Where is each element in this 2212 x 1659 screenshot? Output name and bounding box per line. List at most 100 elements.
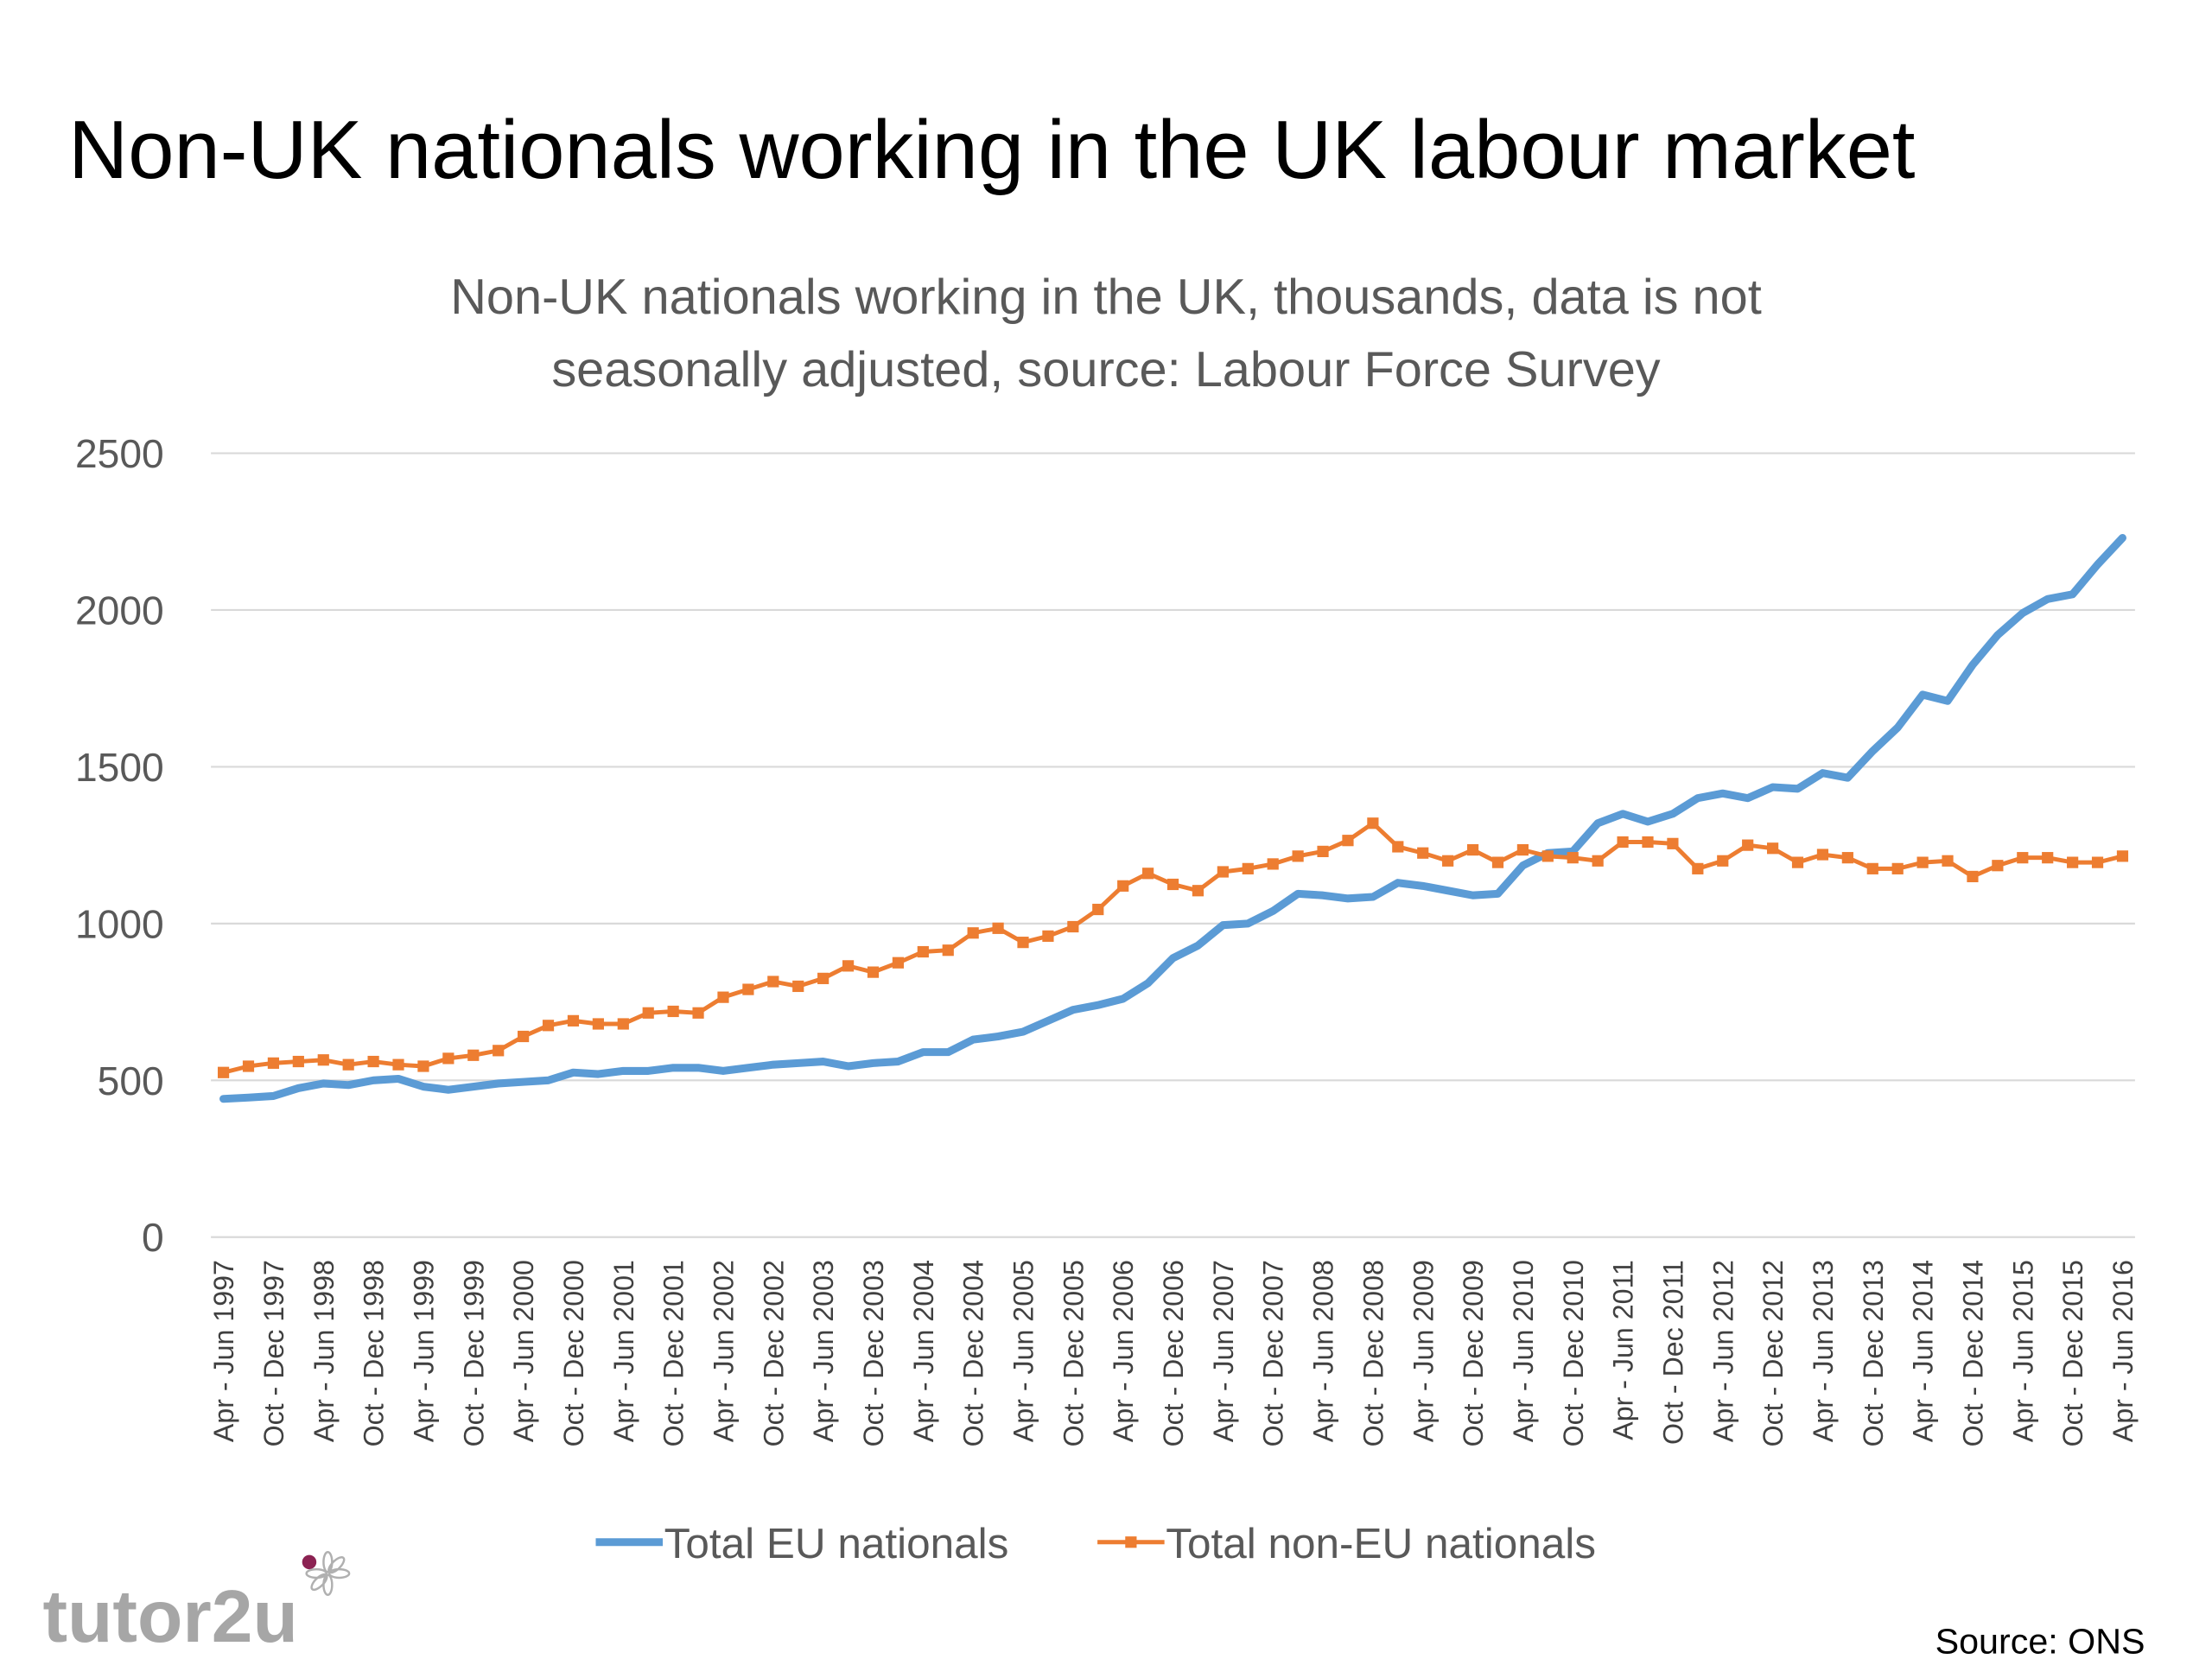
series-marker [1192, 885, 1205, 897]
series-marker [1916, 856, 1929, 868]
x-tick-label: Apr - Jun 1997 [208, 1260, 239, 1442]
series-marker [518, 1030, 530, 1043]
series-marker [1442, 855, 1454, 867]
x-tick-label: Apr - Jun 2004 [908, 1260, 939, 1442]
series-marker [1142, 868, 1154, 880]
series-marker [1217, 866, 1229, 878]
series-marker [1667, 837, 1679, 849]
series-marker [2116, 850, 2129, 862]
x-tick-label: Oct - Dec 2013 [1858, 1260, 1889, 1446]
x-tick-label: Oct - Dec 2012 [1758, 1260, 1789, 1446]
x-tick-label: Apr - Jun 2008 [1308, 1260, 1339, 1442]
y-tick-label: 500 [98, 1058, 164, 1103]
series-marker [742, 983, 754, 995]
series-line [219, 533, 2126, 1103]
y-tick-label: 1500 [75, 745, 164, 790]
series-marker [617, 1018, 629, 1030]
series-marker [1866, 862, 1878, 874]
chart-title: Non-UK nationals working in the UK, thou… [450, 270, 1762, 325]
x-tick-label: Apr - Jun 2015 [2007, 1260, 2038, 1442]
x-tick-label: Apr - Jun 2014 [1908, 1260, 1939, 1442]
series-marker [692, 1007, 704, 1019]
series-marker [792, 980, 804, 993]
series-marker [1967, 870, 1979, 883]
x-tick-label: Oct - Dec 1999 [458, 1260, 489, 1446]
legend-label: Total non-EU nationals [1166, 1520, 1596, 1567]
x-tick-label: Apr - Jun 2013 [1808, 1260, 1839, 1442]
series-marker [967, 927, 979, 939]
series-marker [992, 922, 1004, 934]
series-marker [1491, 856, 1504, 868]
x-tick-label: Oct - Dec 2008 [1357, 1260, 1389, 1446]
series-marker [1742, 839, 1754, 851]
series-marker [1092, 903, 1104, 916]
x-tick-label: Oct - Dec 2000 [558, 1260, 589, 1446]
series-marker [1267, 858, 1279, 870]
series-marker [2017, 852, 2029, 864]
y-tick-label: 1000 [75, 901, 164, 946]
series-marker [342, 1058, 354, 1071]
series-marker [1642, 836, 1654, 849]
series-marker [1242, 862, 1254, 874]
series-marker [1292, 850, 1304, 862]
series-marker [917, 945, 929, 958]
series-marker [292, 1055, 304, 1068]
x-tick-label: Apr - Jun 2000 [508, 1260, 539, 1442]
series-marker [2042, 852, 2054, 864]
logo: tutor2u [42, 1575, 297, 1658]
series-marker [1516, 843, 1529, 856]
x-tick-label: Apr - Jun 2010 [1508, 1260, 1539, 1442]
series-marker [317, 1054, 329, 1066]
series-marker [1166, 878, 1179, 891]
x-tick-label: Apr - Jun 2016 [2107, 1260, 2139, 1442]
series-marker [1592, 855, 1604, 867]
series-marker [1067, 920, 1079, 933]
series-marker [942, 944, 954, 957]
series-marker [892, 957, 905, 969]
series-marker [267, 1057, 280, 1069]
x-tick-label: Apr - Jun 1998 [308, 1260, 340, 1442]
series-marker [1392, 841, 1404, 853]
series-marker [1816, 849, 1829, 861]
series-marker [392, 1058, 404, 1071]
x-tick-label: Apr - Jun 1999 [408, 1260, 439, 1442]
series-marker [1692, 862, 1704, 874]
x-tick-label: Oct - Dec 2009 [1458, 1260, 1489, 1446]
series-marker [567, 1014, 580, 1027]
series-marker [1541, 850, 1554, 862]
series-line [221, 821, 2125, 1075]
series-marker [367, 1055, 379, 1068]
x-tick-label: Oct - Dec 2003 [858, 1260, 889, 1446]
series-marker [1317, 845, 1329, 858]
x-tick-label: Oct - Dec 2004 [958, 1260, 989, 1446]
source: Source: ONS [1936, 1621, 2145, 1659]
series-marker [667, 1005, 679, 1018]
series-marker [1342, 835, 1354, 847]
series-marker [1417, 847, 1429, 859]
series-marker [1617, 836, 1629, 849]
x-tick-label: Apr - Jun 2009 [1408, 1260, 1439, 1442]
series-marker [1117, 880, 1129, 892]
series-marker [867, 966, 880, 978]
x-tick-label: Oct - Dec 2002 [758, 1260, 789, 1446]
series-marker [767, 976, 779, 988]
series-marker [592, 1018, 604, 1030]
legend-label: Total EU nationals [664, 1520, 1009, 1567]
series-marker [442, 1052, 454, 1065]
x-tick-label: Oct - Dec 2007 [1258, 1260, 1289, 1446]
x-tick-label: Apr - Jun 2006 [1108, 1260, 1139, 1442]
x-tick-label: Apr - Jun 2012 [1707, 1260, 1738, 1442]
x-tick-label: Apr - Jun 2001 [608, 1260, 639, 1442]
series-marker [1367, 817, 1379, 830]
x-tick-label: Oct - Dec 2010 [1558, 1260, 1589, 1446]
series-marker [1717, 855, 1729, 867]
series-marker [1042, 930, 1054, 942]
x-tick-label: Oct - Dec 2006 [1158, 1260, 1189, 1446]
series-marker [467, 1049, 480, 1061]
series-marker [642, 1007, 654, 1019]
series-marker [1992, 860, 2004, 872]
y-tick-label: 2500 [75, 431, 164, 476]
x-tick-label: Oct - Dec 1998 [359, 1260, 390, 1446]
logo-icon [302, 1551, 351, 1597]
